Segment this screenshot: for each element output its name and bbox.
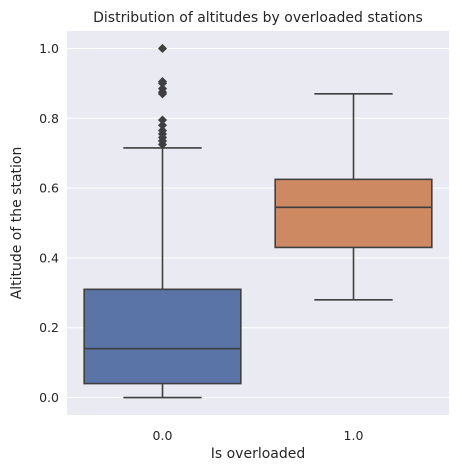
box-group-0 [83, 43, 242, 399]
x-tick-label: 1.0 [344, 428, 364, 443]
outlier-point [157, 115, 168, 125]
y-axis-label: Altitude of the station [9, 147, 25, 300]
y-tick-label: 0.4 [39, 250, 59, 265]
outlier-point [157, 77, 168, 87]
y-tick-label: 0.8 [39, 111, 59, 126]
y-tick-label: 0.6 [39, 181, 59, 196]
box-group-1 [274, 93, 433, 301]
y-tick-label: 0.0 [39, 390, 59, 405]
iqr-box [274, 178, 433, 249]
x-tick-labels: 0.0 1.0 [153, 428, 364, 443]
outlier-point [157, 43, 168, 54]
y-tick-label: 0.2 [39, 320, 59, 335]
y-tick-label: 1.0 [39, 41, 59, 56]
y-tick-labels: 0.0 0.2 0.4 0.6 0.8 1.0 [39, 41, 59, 405]
x-axis-label: Is overloaded [211, 446, 306, 462]
x-tick-label: 0.0 [153, 428, 173, 443]
boxes [83, 43, 433, 399]
chart-title: Distribution of altitudes by overloaded … [93, 10, 423, 26]
iqr-box [83, 288, 242, 385]
